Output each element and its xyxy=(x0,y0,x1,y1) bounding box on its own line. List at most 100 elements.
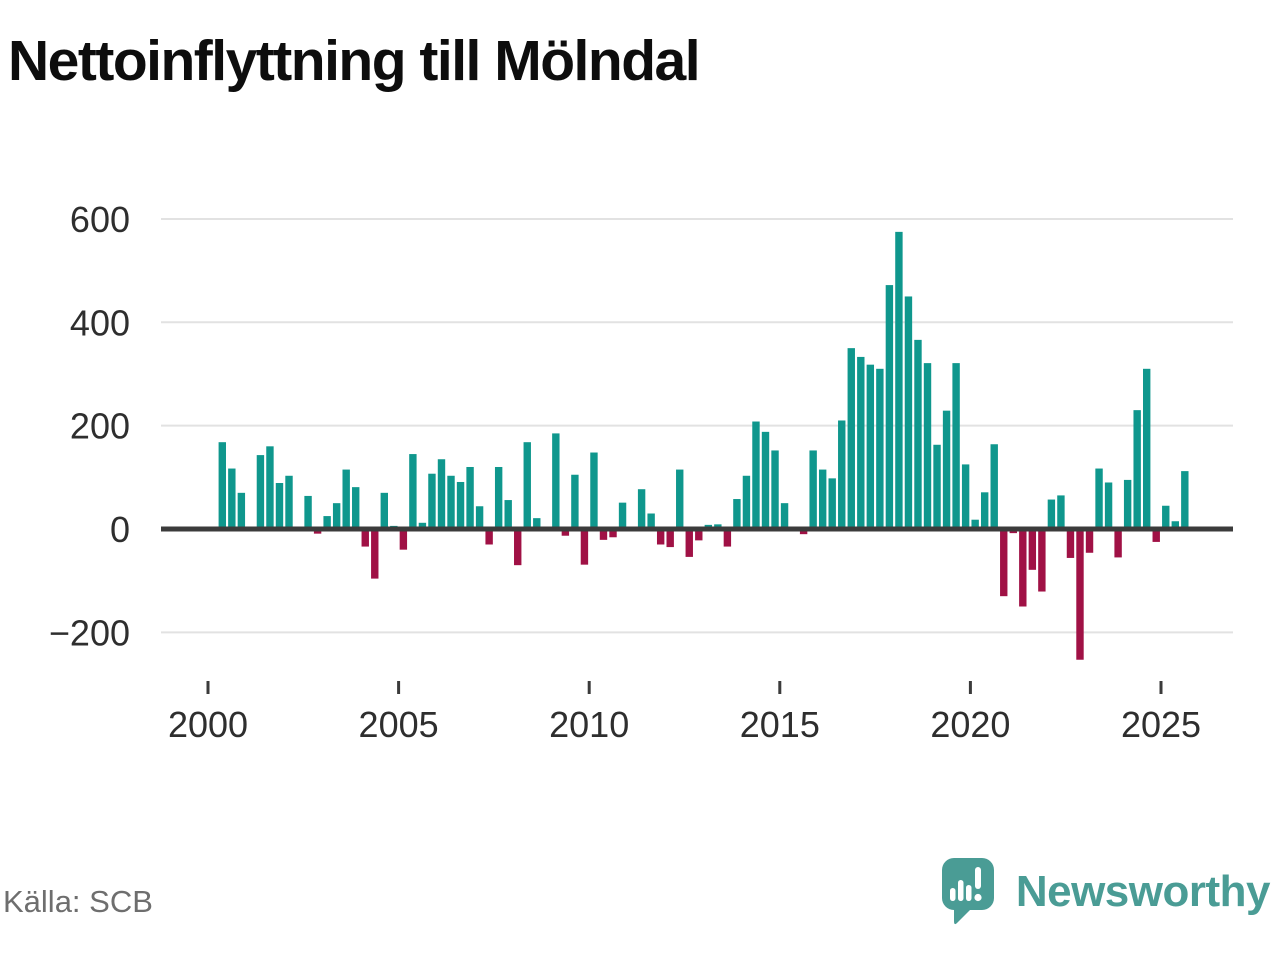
brand-name: Newsworthy xyxy=(1015,867,1271,916)
bar-quarter-14 xyxy=(342,469,350,529)
bar-quarter-94 xyxy=(1104,482,1113,529)
bar-quarter-88 xyxy=(1047,499,1056,529)
bar-quarter-21 xyxy=(409,454,417,529)
x-tick-label: 2025 xyxy=(1121,704,1201,745)
bar-quarter-40 xyxy=(590,452,598,529)
x-tick-label: 2020 xyxy=(930,704,1010,745)
y-tick-label: 0 xyxy=(110,509,130,550)
bar-quarter-82 xyxy=(990,444,998,529)
bar-quarter-17 xyxy=(371,529,379,579)
bar-quarter-76 xyxy=(933,444,941,529)
bar-quarter-77 xyxy=(942,410,951,529)
bar-quarter-10 xyxy=(304,495,312,529)
bar-quarter-86 xyxy=(1028,529,1037,570)
bar-quarter-90 xyxy=(1066,529,1075,558)
bar-quarter-5 xyxy=(256,455,265,529)
bar-quarter-96 xyxy=(1123,479,1132,529)
y-axis-labels: 600 400 200 0 −200 xyxy=(49,199,130,653)
bar-quarter-36 xyxy=(552,433,560,529)
bar-quarter-27 xyxy=(466,466,474,529)
bar-quarter-39 xyxy=(580,529,589,565)
x-tick-label: 2000 xyxy=(168,704,248,745)
bar-quarter-8 xyxy=(285,475,293,529)
bar-quarter-101 xyxy=(1171,521,1179,529)
logo-exclamation-stem xyxy=(974,867,981,889)
bar-quarter-70 xyxy=(876,368,884,529)
bar-quarter-87 xyxy=(1038,529,1046,592)
bar-quarter-2 xyxy=(228,468,236,529)
bar-quarter-91 xyxy=(1076,529,1084,660)
bar-quarter-34 xyxy=(533,518,541,529)
bar-quarter-98 xyxy=(1143,368,1151,529)
bar-quarter-48 xyxy=(666,529,674,548)
bar-quarter-65 xyxy=(828,478,836,529)
bar-quarter-37 xyxy=(561,529,570,536)
bar-quarter-80 xyxy=(971,519,979,529)
bar-quarter-92 xyxy=(1085,529,1094,553)
bars xyxy=(218,231,1189,660)
bar-quarter-59 xyxy=(771,450,779,529)
bar-quarter-30 xyxy=(494,466,503,529)
bar-quarter-25 xyxy=(447,475,455,529)
bar-quarter-29 xyxy=(485,529,493,545)
bar-quarter-24 xyxy=(437,459,446,529)
bar-quarter-38 xyxy=(571,474,579,529)
bar-quarter-74 xyxy=(914,339,922,529)
bar-quarter-71 xyxy=(885,285,894,529)
bar-quarter-16 xyxy=(361,529,369,547)
bar-quarter-55 xyxy=(733,499,741,529)
newsworthy-branding: Newsworthy xyxy=(941,858,1271,926)
bar-quarter-99 xyxy=(1152,529,1160,542)
bar-quarter-6 xyxy=(266,446,274,529)
bar-quarter-64 xyxy=(818,469,827,529)
bar-quarter-68 xyxy=(857,356,865,529)
x-tick-label: 2010 xyxy=(549,704,629,745)
bar-quarter-22 xyxy=(418,522,427,529)
bar-quarter-73 xyxy=(904,296,913,529)
bar-quarter-47 xyxy=(656,529,665,545)
bar-quarter-51 xyxy=(695,529,703,541)
bar-quarter-79 xyxy=(961,464,970,529)
y-tick-label: −200 xyxy=(49,612,130,653)
newsworthy-logo-icon xyxy=(941,858,994,925)
bar-quarter-28 xyxy=(475,506,484,529)
bar-quarter-63 xyxy=(809,450,817,529)
x-tick-label: 2005 xyxy=(359,704,439,745)
bar-quarter-69 xyxy=(866,364,875,529)
y-tick-label: 200 xyxy=(70,406,130,447)
x-axis: 2000 2005 2010 2015 2020 2025 xyxy=(168,681,1201,745)
bar-quarter-102 xyxy=(1181,471,1189,529)
bar-quarter-1 xyxy=(218,442,226,529)
bar-quarter-83 xyxy=(1000,529,1008,597)
bar-quarter-78 xyxy=(952,363,960,529)
bar-quarter-54 xyxy=(723,529,732,547)
bar-quarter-60 xyxy=(780,503,789,529)
x-tick-label: 2015 xyxy=(740,704,820,745)
bar-quarter-12 xyxy=(323,516,331,529)
bar-quarter-20 xyxy=(399,529,408,550)
y-tick-label: 400 xyxy=(70,302,130,343)
bar-quarter-81 xyxy=(980,492,989,529)
bar-quarter-62 xyxy=(799,529,808,535)
bar-quarter-57 xyxy=(752,421,760,529)
bar-quarter-67 xyxy=(847,348,855,529)
bar-quarter-56 xyxy=(742,475,751,529)
bar-quarter-45 xyxy=(637,489,646,529)
bar-quarter-97 xyxy=(1133,410,1141,529)
bar-quarter-85 xyxy=(1019,529,1027,607)
bar-quarter-100 xyxy=(1162,505,1170,529)
bar-quarter-95 xyxy=(1114,529,1122,558)
bar-quarter-41 xyxy=(599,529,608,540)
bar-quarter-58 xyxy=(761,431,770,529)
logo-bar-1 xyxy=(949,888,956,901)
bar-quarter-49 xyxy=(676,469,684,529)
bar-quarter-43 xyxy=(618,502,627,529)
logo-exclamation-dot xyxy=(974,893,982,902)
bar-quarter-50 xyxy=(685,529,693,557)
bar-quarter-32 xyxy=(514,529,522,566)
bar-quarter-18 xyxy=(380,492,388,529)
y-tick-label: 600 xyxy=(70,199,130,240)
gridlines xyxy=(161,217,1233,634)
bar-quarter-15 xyxy=(352,487,360,529)
